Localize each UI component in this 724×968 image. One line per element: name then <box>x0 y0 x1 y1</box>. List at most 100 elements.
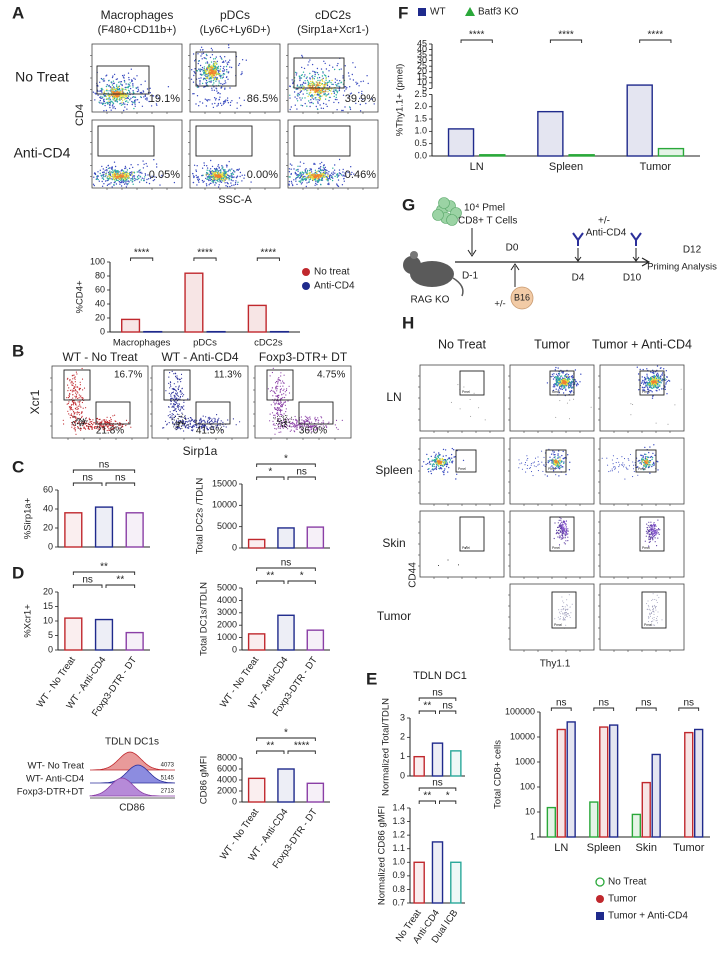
gate <box>195 401 231 425</box>
tumor-icon <box>510 286 534 310</box>
significance-label: **** <box>261 248 277 259</box>
column-title: Tumor <box>534 337 570 351</box>
significance-bracket <box>635 707 657 711</box>
histogram-title: TDLN DC1s <box>105 737 159 748</box>
legend-label: Tumor + Anti-CD4 <box>608 911 688 922</box>
bar <box>64 617 83 651</box>
flow-dots <box>553 382 592 420</box>
bar <box>641 781 651 838</box>
gate-percent: 21.8% <box>96 426 124 437</box>
row-label: LN <box>386 390 401 404</box>
significance-label: ** <box>266 571 274 582</box>
column-subtitle: (Ly6C+Ly6D+) <box>200 24 271 36</box>
y-tick-label: 0 <box>232 644 237 654</box>
bar <box>247 633 266 651</box>
day-label: D4 <box>572 273 585 284</box>
arrow <box>510 263 520 287</box>
bar <box>566 721 576 838</box>
y-tick-label: 30 <box>417 55 427 65</box>
gate-percent: 0.46% <box>345 169 376 181</box>
diagram-text: B16 <box>514 292 530 302</box>
histogram-curve <box>90 764 176 784</box>
flow-plot <box>189 119 281 189</box>
gate <box>459 370 485 396</box>
row-label: Spleen <box>375 463 412 477</box>
x-tick-label: Spleen <box>587 842 621 854</box>
mouse-icon <box>410 251 418 259</box>
y-axis-label: CD44 <box>408 562 419 588</box>
y-tick-label: 0.0 <box>414 150 427 160</box>
column-title: WT - Anti-CD4 <box>161 350 238 364</box>
row-label: Tumor <box>377 609 411 623</box>
legend-label: WT <box>430 7 446 18</box>
y-axis-label: Normalized Total/TDLN <box>381 698 392 796</box>
significance-bracket <box>256 476 285 480</box>
legend-marker <box>596 912 604 920</box>
y-tick-label: 6000 <box>217 763 237 773</box>
legend-marker <box>418 8 426 16</box>
column-title: Foxp3-DTR+ DT <box>259 350 348 364</box>
y-axis-label: Xcr1 <box>28 389 42 414</box>
y-tick-label: 1000 <box>515 756 535 766</box>
gate-percent: 0.05% <box>149 169 180 181</box>
x-axis-label: SSC-A <box>218 194 252 206</box>
flow-dots <box>650 523 659 537</box>
flow-dots <box>62 414 132 435</box>
flow-plot <box>91 43 183 113</box>
flow-dots <box>553 516 569 546</box>
gate-percent: 41.5% <box>196 426 224 437</box>
diagram-text: CD8+ T Cells <box>458 216 517 227</box>
y-axis-label: CD86 gMFI <box>199 756 210 805</box>
panel-label: C <box>12 457 24 476</box>
significance-label: ns <box>641 698 652 709</box>
y-tick-label: 20 <box>417 66 427 76</box>
bar <box>556 728 566 838</box>
gate <box>639 516 665 552</box>
y-tick-label: 3000 <box>217 607 237 617</box>
y-tick-label: 45 <box>417 38 427 48</box>
x-tick-label: LN <box>554 842 568 854</box>
flow-plot <box>599 510 685 578</box>
y-tick-label: 15 <box>43 601 53 611</box>
y-tick-label: 0 <box>232 542 237 552</box>
bar <box>450 861 462 904</box>
y-tick-label: 0 <box>48 644 53 654</box>
legend-marker <box>596 895 604 903</box>
panel-label: G <box>402 195 415 214</box>
significance-label: ns <box>598 698 609 709</box>
y-axis-label: Total CD8+ cells <box>493 740 504 809</box>
significance-label: **** <box>648 30 664 41</box>
gate <box>635 449 657 473</box>
y-axis-label: Total DC1s/TDLN <box>199 582 210 656</box>
significance-bracket <box>193 257 217 261</box>
significance-label: ns <box>82 575 93 586</box>
significance-label: * <box>284 728 288 739</box>
flow-dots <box>72 415 90 429</box>
x-tick-label: Spleen <box>549 161 583 173</box>
x-axis-label: Sirp1a <box>183 444 218 458</box>
significance-label: ns <box>99 460 110 471</box>
significance-bracket <box>287 750 316 754</box>
y-tick-label: 1.2 <box>392 830 405 840</box>
significance-label: ns <box>281 558 292 569</box>
significance-bracket <box>130 257 154 261</box>
significance-label: * <box>446 791 450 802</box>
gate <box>293 125 351 157</box>
significance-bracket <box>418 787 457 791</box>
significance-bracket <box>105 482 136 486</box>
diagram-text: +/- <box>598 216 610 227</box>
y-tick-label: 1.1 <box>392 843 405 853</box>
significance-bracket <box>460 39 493 43</box>
y-tick-label: 5 <box>422 83 427 93</box>
flow-dots <box>438 546 468 566</box>
diagram-text: Priming Analysis <box>647 262 717 273</box>
panel-label: A <box>12 3 24 22</box>
bar <box>64 512 83 548</box>
legend-label: Anti-CD4 <box>314 281 355 292</box>
bar <box>657 147 685 157</box>
significance-bracket <box>72 482 103 486</box>
significance-label: ns <box>115 473 126 484</box>
antibody-icon <box>572 232 584 246</box>
significance-label: ** <box>100 562 108 573</box>
